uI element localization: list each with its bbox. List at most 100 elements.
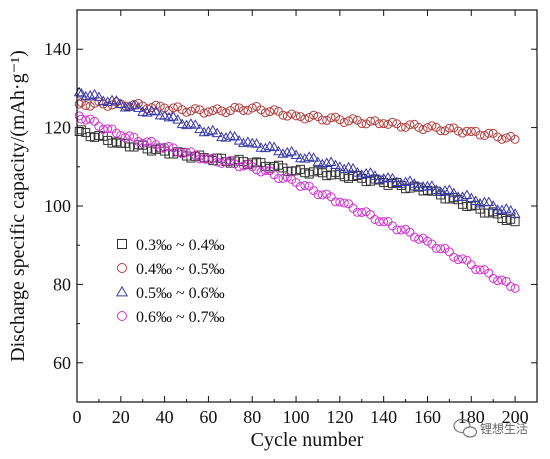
series-marker [436, 244, 446, 254]
series-marker [164, 141, 174, 151]
x-axis-title: Cycle number [251, 429, 364, 451]
series-marker [387, 117, 397, 127]
series-marker [238, 137, 249, 148]
series-marker [440, 126, 450, 136]
series-marker [405, 120, 415, 130]
series-marker [211, 127, 223, 138]
series-marker [132, 102, 144, 112]
legend-item: 0.5‰ ~ 0.6‰ [115, 285, 225, 302]
legend-label: 0.3‰ ~ 0.4‰ [136, 237, 225, 254]
series-4 [74, 111, 520, 293]
legend-marker [117, 239, 127, 249]
series-marker [462, 255, 472, 265]
series-marker [418, 233, 428, 243]
series-marker [221, 156, 231, 166]
series-marker [365, 167, 376, 177]
series-marker [189, 119, 201, 129]
series-marker [356, 169, 368, 179]
data-point [334, 161, 346, 171]
series-marker [391, 176, 403, 187]
series-marker [304, 112, 314, 122]
series-marker [133, 136, 143, 146]
series-marker [431, 243, 441, 253]
series-marker [80, 90, 92, 101]
series-marker [269, 105, 279, 115]
series-marker [449, 252, 459, 262]
series-marker [111, 128, 121, 138]
series-marker [417, 181, 429, 191]
series-marker [90, 116, 100, 126]
series-marker [339, 198, 349, 208]
series-marker [128, 99, 140, 110]
x-tick-label: 100 [283, 407, 310, 427]
series-marker [339, 118, 349, 128]
series-marker [133, 98, 143, 108]
series-marker [287, 174, 297, 184]
series-marker [119, 101, 131, 112]
series-marker [81, 101, 91, 111]
series-marker [252, 165, 262, 175]
series-marker [141, 107, 153, 117]
series-marker [484, 268, 494, 278]
series-marker [474, 197, 486, 208]
series-marker [401, 224, 411, 234]
series-marker [163, 111, 175, 122]
series-marker [383, 119, 393, 129]
series-marker [458, 128, 468, 138]
series-marker [102, 96, 114, 106]
series-marker [475, 265, 485, 275]
series-marker [199, 154, 209, 164]
data-point [465, 192, 477, 203]
y-tick-label: 80 [53, 274, 71, 294]
series-marker [256, 167, 266, 177]
series-marker [366, 116, 376, 126]
series-marker [497, 275, 507, 285]
series-marker [396, 225, 406, 235]
legend-label: 0.5‰ ~ 0.6‰ [136, 285, 225, 302]
legend: 0.3‰ ~ 0.4‰ 0.4‰ ~ 0.5‰ 0.5‰ ~ 0.6‰ 0.6‰ ~ … [115, 237, 225, 326]
watermark-text: 锂想生活 [480, 421, 528, 436]
data-point [116, 130, 126, 140]
series-marker [344, 116, 354, 126]
data-point [335, 115, 345, 125]
series-marker [93, 91, 105, 101]
series-marker [190, 104, 200, 114]
series-marker [155, 143, 165, 153]
series-marker [395, 178, 407, 188]
data-point [290, 149, 302, 159]
legend-label: 0.4‰ ~ 0.5‰ [136, 261, 225, 278]
data-point [509, 208, 521, 218]
series-marker [461, 189, 473, 200]
series-marker [357, 207, 367, 217]
series-marker [483, 196, 495, 207]
series-marker [172, 114, 184, 124]
series-marker [287, 109, 297, 119]
series-marker [487, 200, 499, 210]
series-marker [268, 141, 280, 152]
series-marker [238, 161, 248, 171]
series-marker [457, 191, 468, 201]
series-marker [347, 162, 359, 173]
x-tick-label: 80 [243, 407, 261, 427]
series-marker [435, 186, 447, 197]
series-marker [220, 132, 232, 142]
series-marker [361, 207, 371, 217]
series-marker [408, 178, 420, 188]
series-marker [177, 149, 187, 159]
series-marker [89, 88, 100, 99]
series-marker [151, 100, 161, 110]
data-point [203, 107, 213, 117]
series-marker [186, 106, 196, 116]
series-marker [182, 107, 192, 117]
series-marker [409, 232, 419, 242]
series-marker [322, 189, 332, 199]
series-marker [309, 110, 319, 120]
series-marker [439, 184, 451, 195]
x-tick-label: 0 [73, 407, 82, 427]
x-tick-label: 40 [156, 407, 174, 427]
series-marker [401, 122, 411, 132]
wechat-icon [453, 418, 478, 438]
series-marker [506, 282, 516, 292]
